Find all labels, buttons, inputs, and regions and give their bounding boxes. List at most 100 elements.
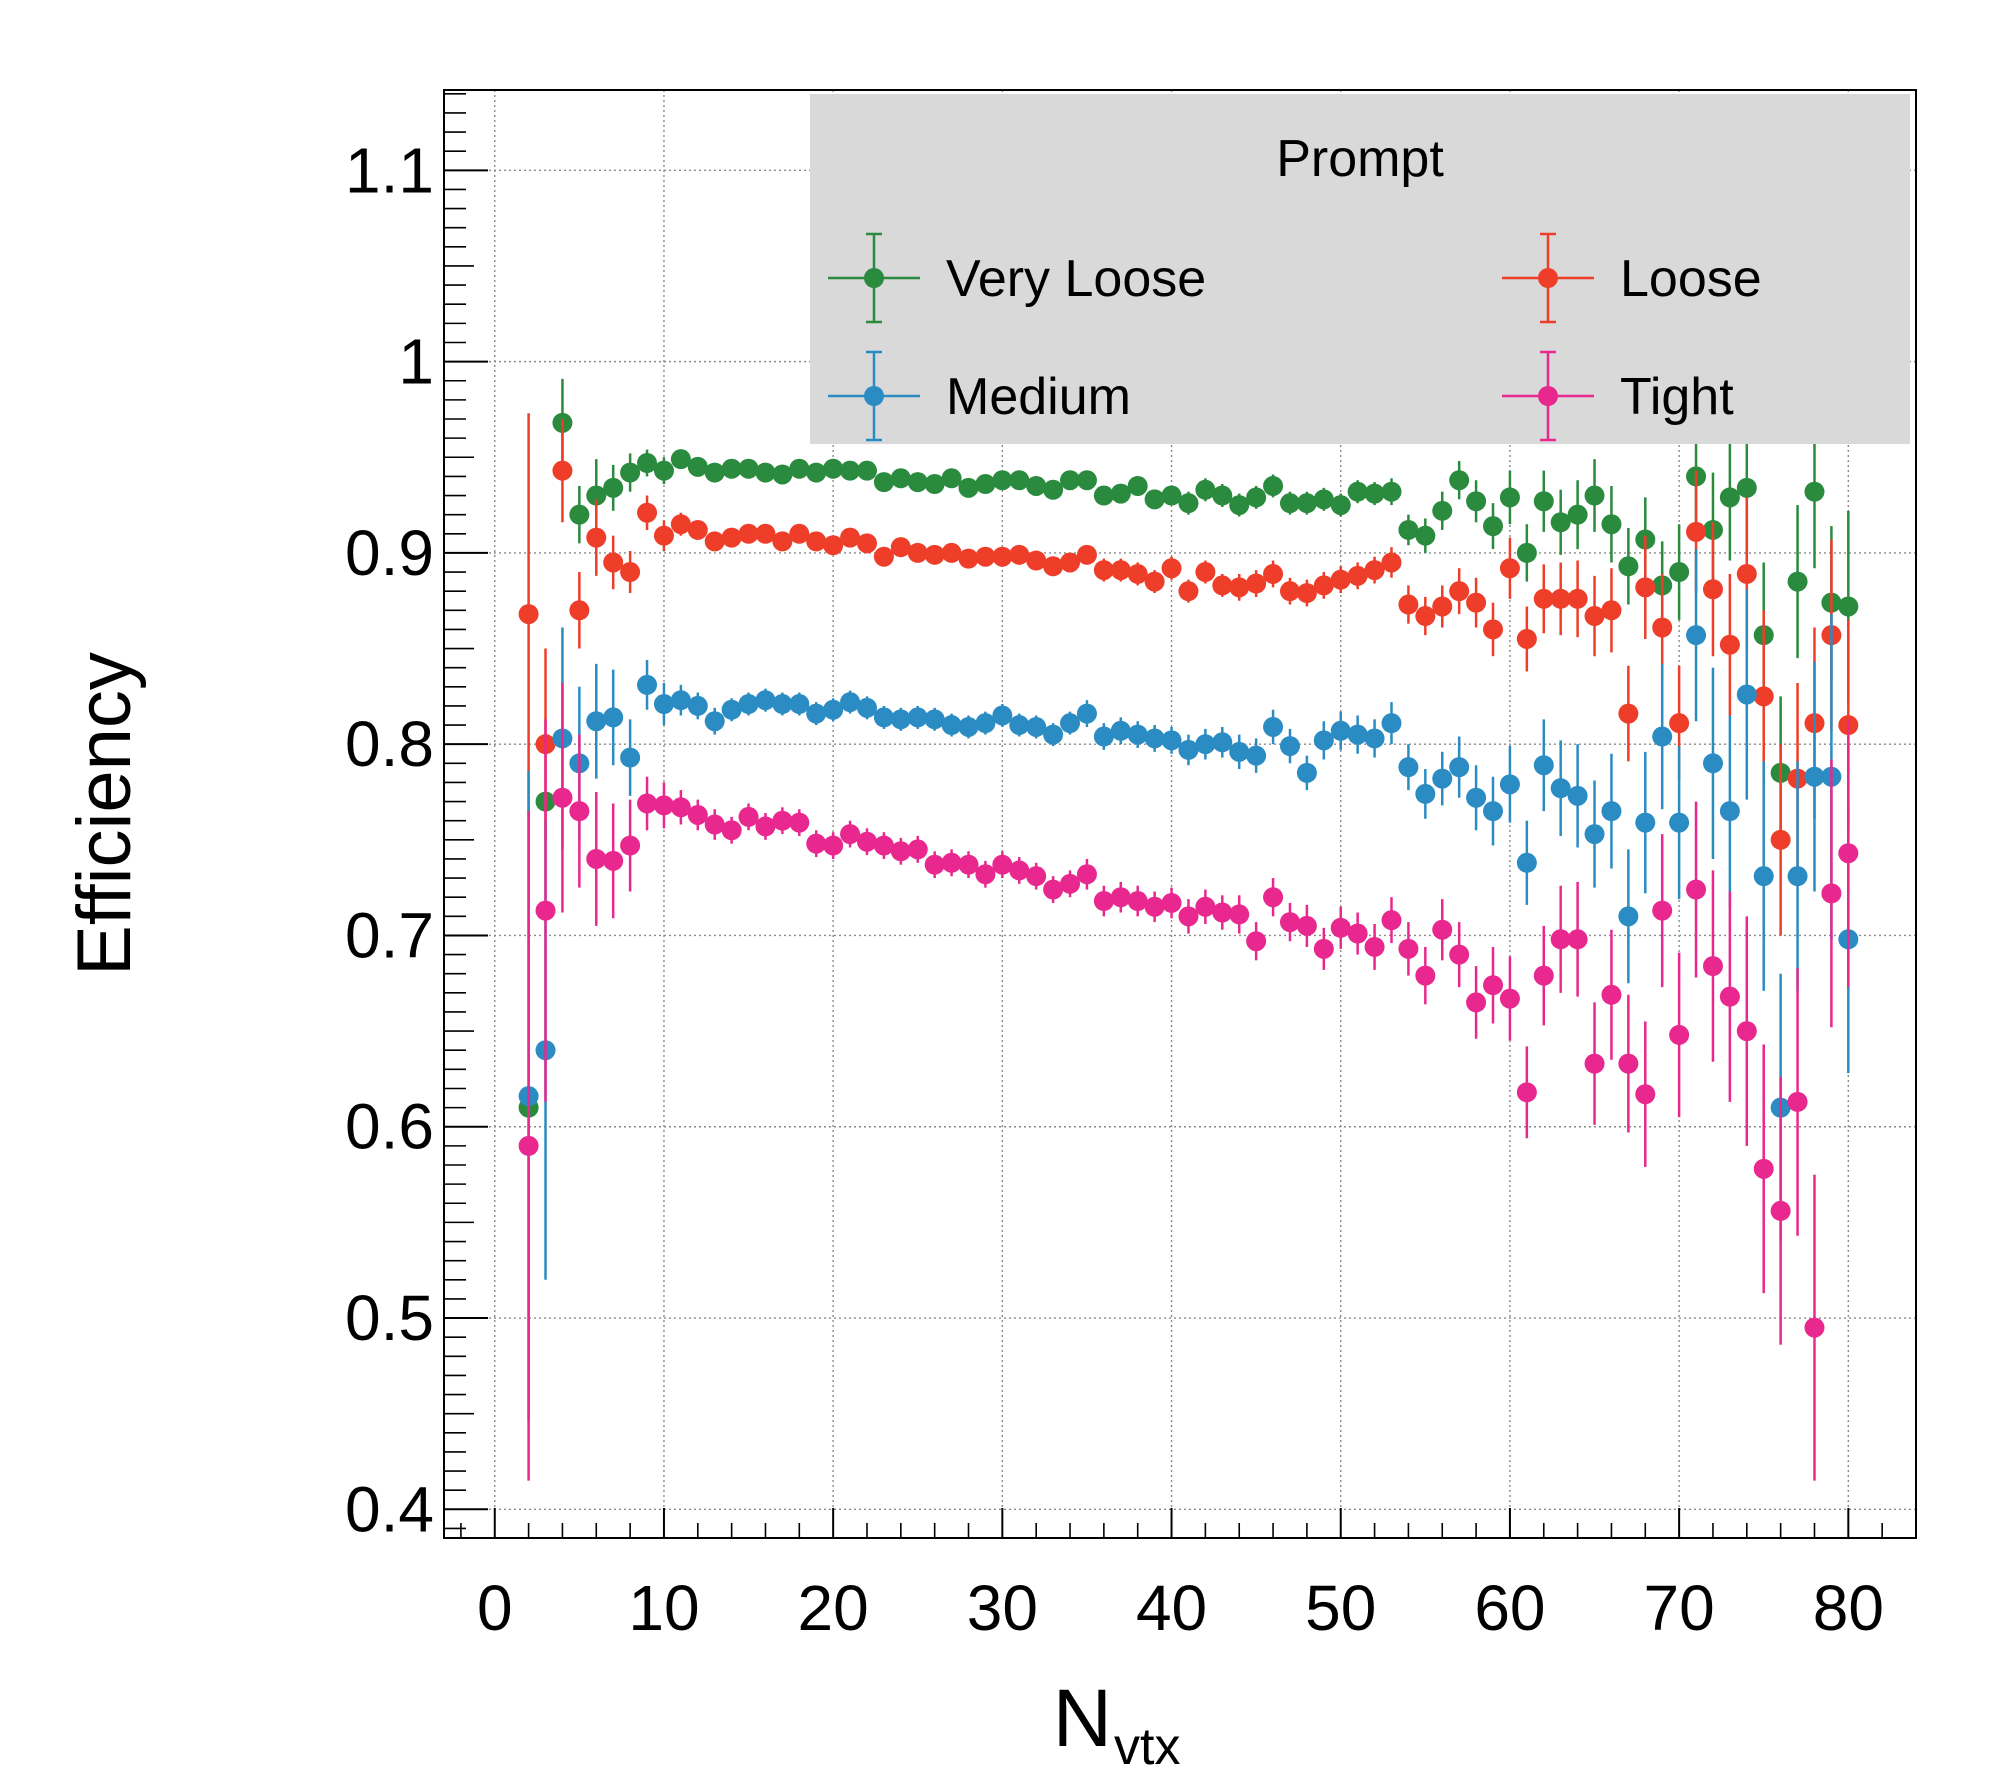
data-point <box>1466 592 1487 613</box>
legend-entry-medium: Medium <box>828 350 1131 442</box>
data-point <box>1212 575 1233 596</box>
data-point <box>1381 713 1402 734</box>
data-point <box>890 841 911 862</box>
data-point <box>907 472 928 493</box>
data-point <box>670 514 691 535</box>
data-point <box>1398 938 1419 959</box>
x-tick-label: 30 <box>967 1572 1038 1644</box>
data-point <box>569 801 590 822</box>
data-point <box>738 694 759 715</box>
data-point <box>653 525 674 546</box>
data-point <box>975 713 996 734</box>
data-point <box>1195 896 1216 917</box>
data-point <box>687 456 708 477</box>
data-point <box>1821 883 1842 904</box>
data-point <box>1702 579 1723 600</box>
data-point <box>1229 904 1250 925</box>
data-point <box>1178 739 1199 760</box>
data-point <box>1635 1084 1656 1105</box>
data-point <box>518 1135 539 1156</box>
data-point <box>1567 929 1588 950</box>
data-point <box>603 707 624 728</box>
legend-entry-tight: Tight <box>1502 350 1734 442</box>
data-point <box>1076 470 1097 491</box>
data-point <box>1060 713 1081 734</box>
data-point <box>755 816 776 837</box>
data-point <box>704 462 725 483</box>
data-marks <box>518 378 1859 1481</box>
data-point <box>569 600 590 621</box>
data-point <box>738 523 759 544</box>
data-point <box>1635 812 1656 833</box>
data-point <box>1753 1158 1774 1179</box>
data-point <box>1347 481 1368 502</box>
legend-marker <box>864 386 884 406</box>
data-point <box>535 900 556 921</box>
data-point <box>789 694 810 715</box>
data-point <box>1753 686 1774 707</box>
data-point <box>840 692 861 713</box>
x-tick-label: 0 <box>477 1572 513 1644</box>
data-point <box>823 835 844 856</box>
data-point <box>1212 732 1233 753</box>
data-point <box>637 452 658 473</box>
data-point <box>586 711 607 732</box>
data-point <box>907 707 928 728</box>
data-point <box>1584 485 1605 506</box>
data-point <box>1195 479 1216 500</box>
data-point <box>789 458 810 479</box>
data-point <box>670 690 691 711</box>
data-point <box>1161 558 1182 579</box>
data-point <box>1381 552 1402 573</box>
data-point <box>1127 563 1148 584</box>
data-point <box>1060 552 1081 573</box>
data-point <box>1195 734 1216 755</box>
data-point <box>1483 516 1504 537</box>
legend-marker <box>1538 386 1558 406</box>
data-point <box>1432 919 1453 940</box>
data-point <box>653 460 674 481</box>
data-point <box>670 449 691 470</box>
data-point <box>1804 766 1825 787</box>
data-point <box>1330 495 1351 516</box>
plot-frame <box>443 89 1917 1539</box>
legend-marker <box>864 268 884 288</box>
data-point <box>552 787 573 808</box>
data-point <box>941 852 962 873</box>
data-point <box>1601 801 1622 822</box>
data-point <box>1127 891 1148 912</box>
data-point <box>1110 483 1131 504</box>
data-point <box>603 850 624 871</box>
data-point <box>1026 475 1047 496</box>
data-point <box>1127 475 1148 496</box>
data-point <box>653 694 674 715</box>
data-point <box>1009 544 1030 565</box>
data-point <box>1076 864 1097 885</box>
data-point <box>1736 684 1757 705</box>
data-point <box>1736 563 1757 584</box>
legend: Prompt Very Loose Loose Medium Tight <box>810 94 1910 444</box>
data-point <box>1093 726 1114 747</box>
data-point <box>620 462 641 483</box>
data-point <box>1279 581 1300 602</box>
data-point <box>1533 491 1554 512</box>
data-point <box>1669 1024 1690 1045</box>
data-point <box>721 458 742 479</box>
data-point <box>772 810 793 831</box>
data-point <box>1516 628 1537 649</box>
data-point <box>1567 785 1588 806</box>
data-point <box>1449 470 1470 491</box>
data-point <box>1043 556 1064 577</box>
data-point <box>1093 560 1114 581</box>
data-point <box>958 854 979 875</box>
data-point <box>738 806 759 827</box>
data-point <box>1296 493 1317 514</box>
y-tick-label: 1.1 <box>345 134 434 206</box>
data-point <box>620 562 641 583</box>
data-point <box>1364 728 1385 749</box>
data-point <box>1669 812 1690 833</box>
data-point <box>704 531 725 552</box>
data-point <box>1229 495 1250 516</box>
data-point <box>1584 1053 1605 1074</box>
y-tick-label: 0.5 <box>345 1282 434 1354</box>
